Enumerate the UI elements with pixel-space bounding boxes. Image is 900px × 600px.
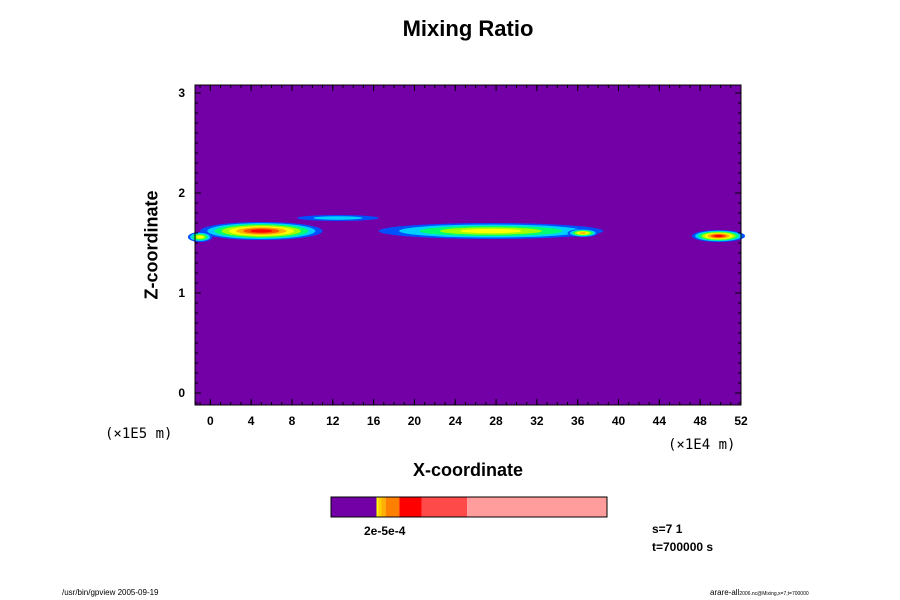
colorbar-segment	[385, 497, 400, 517]
contour-level	[579, 232, 587, 234]
x-tick-label: 40	[612, 414, 626, 428]
heatmap-feature	[200, 222, 323, 240]
heatmap-feature	[692, 230, 746, 242]
x-tick-label: 12	[326, 414, 340, 428]
heatmap-feature	[297, 215, 379, 221]
x-tick-label: 16	[367, 414, 381, 428]
x-tick-label: 8	[289, 414, 296, 428]
x-ticks: 0 4 8 12 16 20 24 28 32 36 40 44 48 52	[199, 85, 748, 428]
heatmap-background	[195, 85, 741, 405]
footer-left: /usr/bin/gpview 2005-09-19	[62, 588, 159, 597]
colorbar-segment	[378, 497, 382, 517]
heatmap-feature	[378, 223, 604, 239]
x-tick-label: 0	[207, 414, 214, 428]
y-ticks: 0 1 2 3	[178, 86, 741, 404]
x-tick-label: 36	[571, 414, 585, 428]
contour-level	[713, 234, 724, 238]
contour-level	[250, 229, 273, 233]
footer-right-sub: 2006.nc@Mixing,x=7,t=700000	[739, 591, 809, 597]
colorbar-segment	[331, 497, 377, 517]
x-axis-unit: (×1E4 m)	[668, 437, 736, 453]
contour-level	[460, 228, 522, 234]
footer-right: arare-all2006.nc@Mixing,x=7,t=700000	[710, 588, 809, 597]
colorbar	[330, 496, 608, 518]
x-axis-label: X-coordinate	[412, 460, 523, 480]
colorbar-label: 2e-5e-4	[364, 524, 406, 538]
y-tick-label: 2	[178, 186, 185, 200]
y-axis-unit: (×1E5 m)	[105, 426, 173, 442]
y-tick-label: 1	[178, 286, 185, 300]
x-tick-label: 32	[530, 414, 544, 428]
x-tick-label: 28	[489, 414, 503, 428]
chart-title: Mixing Ratio	[402, 16, 534, 41]
x-tick-label: 24	[449, 414, 463, 428]
x-tick-label: 20	[408, 414, 422, 428]
colorbar-segment	[376, 497, 379, 517]
plot-frame	[194, 84, 742, 406]
plot-area	[187, 85, 746, 405]
colorbar-segment	[467, 497, 607, 517]
y-tick-label: 0	[178, 386, 185, 400]
x-tick-label: 52	[734, 414, 748, 428]
x-tick-label: 4	[248, 414, 255, 428]
contour-level	[196, 235, 204, 239]
contour-level	[313, 216, 363, 220]
colorbar-segment	[381, 497, 386, 517]
footer-right-main: arare-all	[710, 588, 740, 597]
y-tick-label: 3	[178, 86, 185, 100]
colorbar-segment	[421, 497, 468, 517]
y-axis-label: Z-coordinate	[141, 190, 162, 300]
heatmap-feature	[567, 229, 599, 237]
time-info: t=700000 s	[652, 540, 714, 554]
heatmap-feature	[187, 232, 213, 242]
colorbar-frame	[330, 496, 608, 518]
x-tick-label: 44	[653, 414, 667, 428]
x-tick-label: 48	[693, 414, 707, 428]
colorbar-segment	[399, 497, 422, 517]
step-info: s=7 1	[652, 522, 683, 536]
